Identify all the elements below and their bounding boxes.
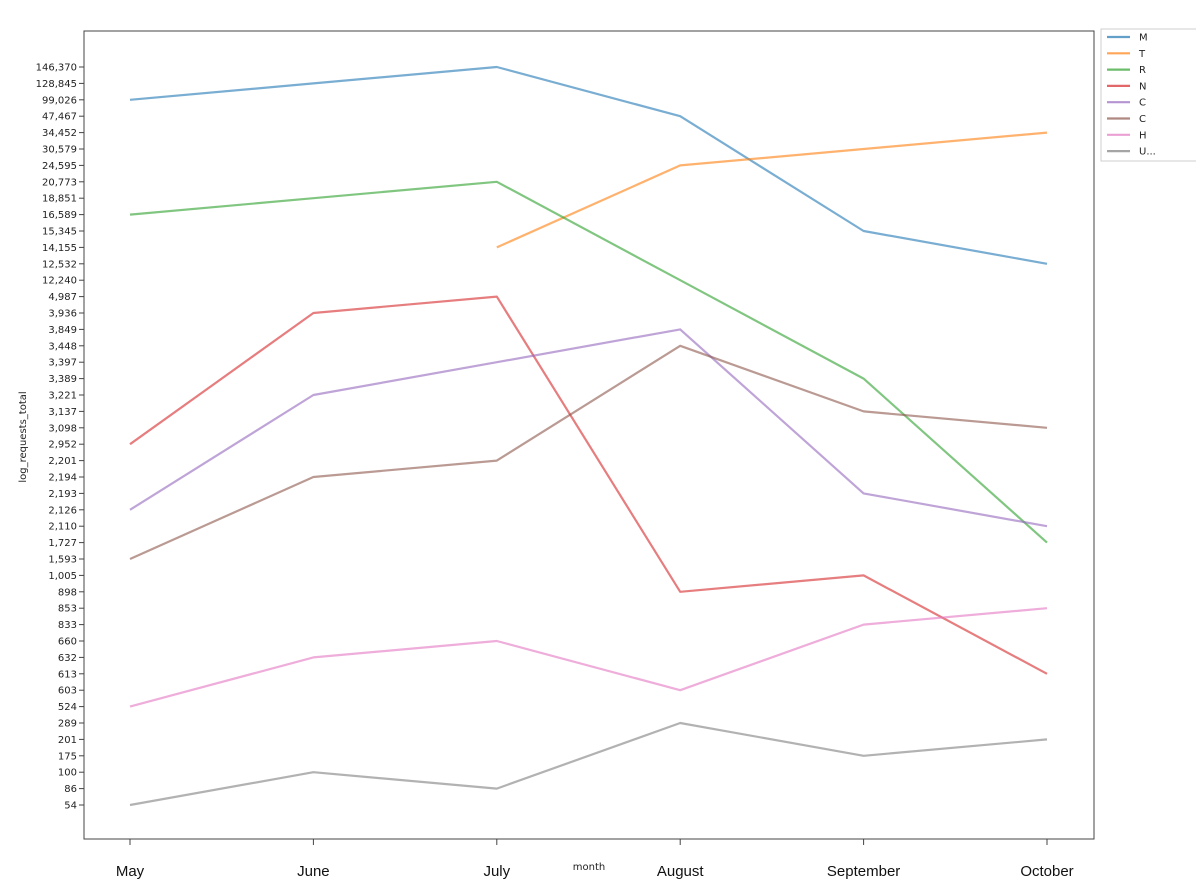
- series-line: [129, 344, 1048, 561]
- y-tick-label: 20,773: [42, 177, 77, 188]
- legend-label: U...: [1139, 147, 1156, 158]
- y-tick-label: 833: [58, 620, 77, 631]
- legend: MTRNCCHU...: [1100, 28, 1196, 162]
- y-tick-label: 146,370: [36, 63, 77, 74]
- x-axis: May June July August September October: [116, 839, 1074, 880]
- y-tick-label: 201: [58, 735, 77, 746]
- y-tick-label: 632: [58, 653, 77, 664]
- legend-label: H: [1139, 130, 1147, 141]
- y-tick-label: 603: [58, 686, 77, 697]
- y-tick-label: 3,098: [48, 423, 77, 434]
- series-line: [129, 721, 1048, 807]
- x-tick-label: July: [483, 863, 510, 880]
- series-line: [129, 607, 1048, 708]
- y-tick-label: 12,240: [42, 276, 77, 287]
- series-line: [496, 131, 1048, 249]
- series-line: [129, 180, 1048, 544]
- y-tick-label: 2,201: [48, 456, 77, 467]
- y-tick-label: 524: [58, 702, 77, 713]
- series-line: [129, 295, 1048, 675]
- y-axis-title: log_requests_total: [18, 391, 29, 482]
- y-tick-label: 2,110: [48, 522, 77, 533]
- y-tick-label: 24,595: [42, 161, 77, 172]
- y-tick-label: 1,727: [48, 538, 77, 549]
- x-tick-label: October: [1020, 863, 1073, 880]
- y-tick-label: 100: [58, 768, 77, 779]
- x-tick-label: June: [297, 863, 330, 880]
- y-tick-label: 3,137: [48, 407, 77, 418]
- y-tick-label: 86: [64, 784, 77, 795]
- y-tick-label: 2,193: [48, 489, 77, 500]
- y-axis: 146,370 128,845 99,026 47,467 34,452 30,579 24…: [36, 63, 84, 812]
- series-line: [129, 65, 1048, 265]
- y-tick-label: 3,397: [48, 358, 77, 369]
- y-tick-label: 99,026: [42, 95, 77, 106]
- plot-area: [83, 30, 1095, 840]
- y-tick-label: 3,936: [48, 309, 77, 320]
- x-axis-title: month: [573, 862, 605, 873]
- y-tick-label: 2,952: [48, 440, 77, 451]
- series-lines: [129, 65, 1048, 807]
- y-tick-label: 14,155: [42, 243, 77, 254]
- y-tick-label: 30,579: [42, 145, 77, 156]
- y-tick-label: 4,987: [48, 292, 77, 303]
- y-tick-label: 3,448: [48, 341, 77, 352]
- legend-box: [1100, 28, 1196, 162]
- y-tick-label: 1,593: [48, 555, 77, 566]
- y-tick-label: 2,194: [48, 473, 77, 484]
- legend-label: N: [1139, 81, 1146, 92]
- y-tick-label: 175: [58, 751, 77, 762]
- y-tick-label: 16,589: [42, 210, 77, 221]
- x-tick-label: September: [827, 863, 900, 880]
- y-tick-label: 3,221: [48, 391, 77, 402]
- legend-label: M: [1139, 33, 1148, 44]
- y-tick-label: 54: [64, 801, 77, 812]
- y-tick-label: 660: [58, 637, 77, 648]
- y-tick-label: 2,126: [48, 505, 77, 516]
- y-tick-label: 613: [58, 669, 77, 680]
- y-tick-label: 853: [58, 604, 77, 615]
- y-tick-label: 3,389: [48, 374, 77, 385]
- y-tick-label: 18,851: [42, 194, 77, 205]
- x-tick-label: May: [116, 863, 145, 880]
- legend-label: C: [1139, 114, 1146, 125]
- y-tick-label: 47,467: [42, 112, 77, 123]
- x-tick-label: August: [657, 863, 705, 880]
- y-tick-label: 15,345: [42, 227, 77, 238]
- y-tick-label: 12,532: [42, 259, 77, 270]
- series-line: [129, 328, 1048, 528]
- y-tick-label: 289: [58, 719, 77, 730]
- y-tick-label: 34,452: [42, 128, 77, 139]
- y-tick-label: 898: [58, 587, 77, 598]
- y-tick-label: 1,005: [48, 571, 77, 582]
- y-tick-label: 3,849: [48, 325, 77, 336]
- y-tick-label: 128,845: [36, 79, 77, 90]
- legend-label: R: [1139, 65, 1146, 76]
- legend-label: T: [1138, 49, 1146, 60]
- legend-label: C: [1139, 98, 1146, 109]
